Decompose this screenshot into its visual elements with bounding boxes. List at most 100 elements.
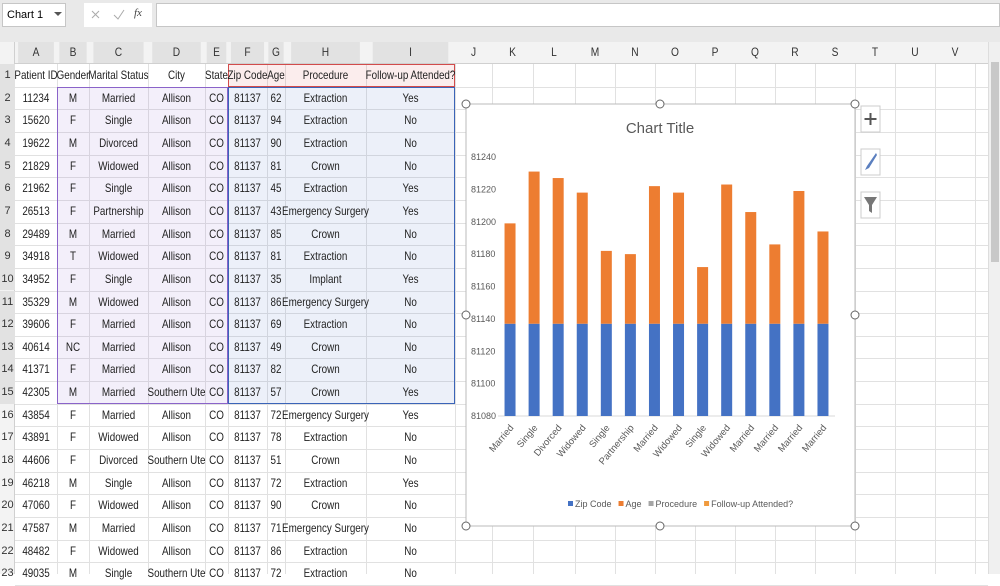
cell[interactable]: Extraction [303,475,348,490]
cell[interactable]: 81137 [234,407,261,422]
cell[interactable]: M [68,521,78,535]
cell[interactable]: Yes [402,271,419,286]
cell[interactable]: CO [209,271,224,286]
cell[interactable]: Single [104,181,133,196]
column-header[interactable]: I [372,42,449,63]
cell[interactable]: Extraction [303,430,348,445]
cell[interactable]: Extraction [303,90,348,105]
cell[interactable]: Allison [161,317,191,332]
cell[interactable]: F [69,543,77,558]
cell[interactable]: State [205,68,228,82]
cell[interactable]: Extraction [303,317,348,332]
cell[interactable]: 94 [270,113,282,128]
cell[interactable]: CO [209,339,224,354]
cell[interactable]: Yes [402,475,419,490]
cell[interactable]: CO [209,249,224,264]
resize-handle[interactable] [461,521,471,531]
cell[interactable]: No [404,543,417,558]
cell[interactable]: CO [209,90,224,105]
cell[interactable]: Allison [161,181,191,196]
cell[interactable]: CO [209,385,224,400]
cell[interactable]: 47587 [22,521,50,535]
fx-button[interactable]: fx [134,7,142,19]
resize-handle[interactable] [655,521,665,531]
cell[interactable]: CO [209,135,224,150]
cell[interactable]: M [68,385,78,400]
cell[interactable]: 29489 [22,226,50,241]
column-header[interactable]: E [206,42,227,63]
cell[interactable]: Crown [311,498,340,513]
cell[interactable]: F [69,181,77,196]
cell[interactable]: 40614 [22,339,50,354]
cell[interactable]: 47060 [22,498,50,513]
cell[interactable]: City [168,68,185,82]
cell[interactable]: 43891 [22,430,50,445]
column-header[interactable]: L [551,45,557,59]
cell[interactable]: Gender [56,68,90,82]
cell[interactable]: Procedure [302,68,349,82]
cell[interactable]: Allison [161,90,191,105]
cell[interactable]: 81137 [234,203,261,218]
cell[interactable]: M [68,566,78,581]
cell[interactable]: No [404,226,417,241]
column-header[interactable]: D [152,42,201,63]
row-header[interactable]: 3 [0,109,15,132]
cell[interactable]: 81137 [234,521,261,535]
cell[interactable]: Southern Ute [147,453,206,468]
cell[interactable]: M [68,90,78,105]
row-header[interactable]: 15 [0,381,15,404]
cell[interactable]: No [404,158,417,173]
cell[interactable]: CO [209,226,224,241]
cell[interactable]: Yes [402,407,419,422]
cell[interactable]: Crown [311,158,340,173]
cell[interactable]: 43 [270,203,282,218]
cell[interactable]: Implant [309,271,342,286]
cell[interactable]: Allison [161,543,191,558]
cell[interactable]: 49 [270,339,282,354]
cell[interactable]: 81137 [234,90,261,105]
column-header[interactable]: V [951,45,959,59]
cell[interactable]: Allison [161,249,191,264]
cell[interactable]: 51 [270,453,282,468]
resize-handle[interactable] [461,99,471,109]
cell[interactable]: Married [101,407,136,422]
cell[interactable]: Age [267,68,285,82]
resize-handle[interactable] [655,99,665,109]
cell[interactable]: 34918 [22,249,50,264]
cell[interactable]: 86 [270,543,282,558]
column-header[interactable]: C [93,42,144,63]
cell[interactable]: 81137 [234,181,261,196]
name-box[interactable]: Chart 1 [2,3,66,27]
cell[interactable]: Allison [161,362,191,377]
column-header[interactable]: U [911,45,919,59]
cell[interactable]: Allison [161,430,191,445]
cell[interactable]: Emergency Surgery [282,294,369,309]
row-header[interactable]: 13 [0,335,15,359]
row-header[interactable]: 16 [1,408,14,421]
cell[interactable]: CO [209,181,224,196]
cell[interactable]: Emergency Surgery [282,521,369,535]
cell[interactable]: Widowed [98,430,139,445]
row-header[interactable]: 22 [1,544,14,557]
cell[interactable]: 48482 [22,543,50,558]
row-header[interactable]: 18 [1,454,14,467]
row-header[interactable]: 5 [0,154,15,178]
cell[interactable]: Extraction [303,181,348,196]
resize-handle[interactable] [850,99,860,109]
row-header[interactable]: 19 [1,476,14,489]
cell[interactable]: Single [104,271,133,286]
cell[interactable]: Follow-up Attended? [365,68,456,82]
cell[interactable]: F [69,203,77,218]
cell[interactable]: No [404,362,417,377]
column-header[interactable]: F [230,42,265,63]
cell[interactable]: No [404,113,417,128]
cell[interactable]: 86 [270,294,282,309]
column-header[interactable]: R [791,45,799,59]
cell[interactable]: No [404,453,417,468]
cell[interactable]: Single [104,113,133,128]
cell[interactable]: Allison [161,135,191,150]
cell[interactable]: No [404,430,417,445]
cell[interactable]: F [69,453,77,468]
row-header[interactable]: 8 [0,222,15,246]
column-header[interactable]: A [18,42,54,63]
